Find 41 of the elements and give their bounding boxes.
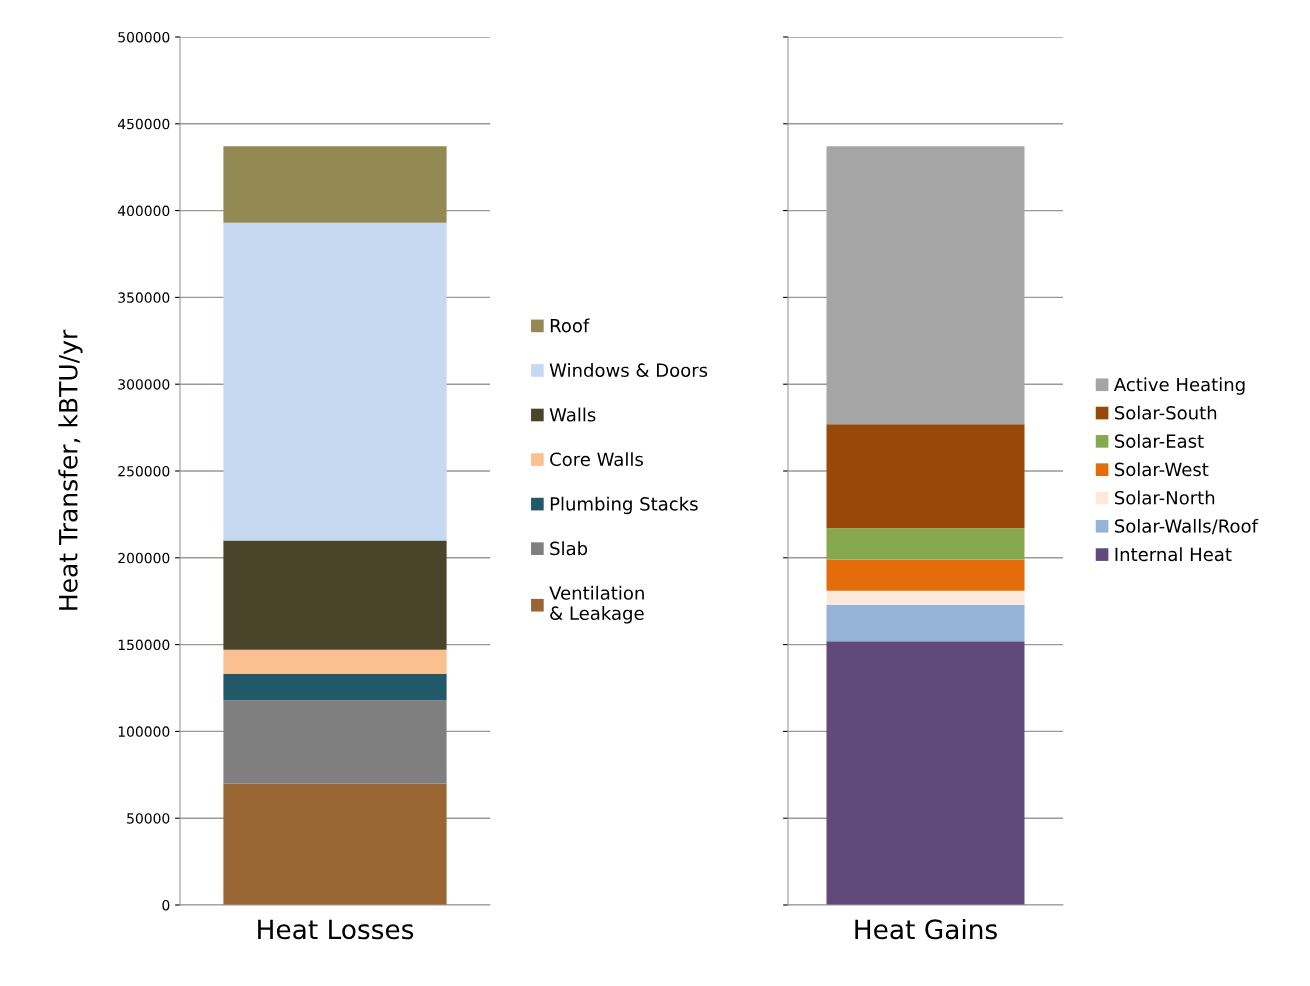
legend-label: Plumbing Stacks: [550, 496, 698, 515]
legend-label: Roof: [550, 318, 590, 333]
y-tick-label: 200000: [118, 552, 170, 564]
legend-label: Ventilation & Leakage: [549, 585, 644, 624]
bar: [826, 641, 1025, 905]
bar: [223, 649, 447, 675]
bar: [223, 700, 447, 784]
y-tick-label: 400000: [117, 205, 170, 217]
legend-label: Solar-South: [1115, 405, 1217, 420]
y-tick-label: 450000: [117, 118, 170, 130]
bar: [826, 528, 1025, 560]
legend-label: Walls: [549, 407, 596, 422]
bar: [223, 146, 447, 223]
y-tick-label: 300000: [118, 379, 170, 390]
y-axis-title: Heat Transfer, kBTU/yr: [58, 329, 83, 610]
y-tick-label: 0: [162, 899, 170, 911]
y-tick-label: 350000: [118, 292, 170, 303]
legend-label: Active Heating: [1113, 377, 1245, 395]
bar: [223, 783, 447, 905]
y-tick-label: 100000: [118, 726, 170, 737]
legend-label: Solar-East: [1115, 433, 1204, 448]
y-tick-label: 250000: [118, 465, 170, 477]
legend-label: Solar-Walls/Roof: [1115, 518, 1259, 535]
bar: [223, 222, 447, 541]
bar: [223, 540, 447, 650]
legend-label: Slab: [550, 541, 588, 556]
bar: [223, 674, 447, 701]
bar: [826, 590, 1025, 605]
y-tick-label: 500000: [118, 31, 170, 43]
legend-label: Windows & Doors: [549, 363, 708, 378]
legend-label: Core Walls: [550, 452, 643, 467]
y-tick-label: 50000: [127, 813, 170, 824]
bar: [826, 424, 1025, 529]
x-tick-label: Heat Gains: [855, 918, 997, 940]
legend-label: Internal Heat: [1115, 547, 1232, 562]
x-tick-label: Heat Losses: [258, 919, 414, 940]
legend-label: Solar-North: [1115, 490, 1215, 505]
legend-label: Solar-West: [1115, 462, 1209, 477]
y-tick-label: 150000: [118, 639, 170, 651]
bar: [826, 559, 1025, 591]
bar: [826, 604, 1025, 642]
